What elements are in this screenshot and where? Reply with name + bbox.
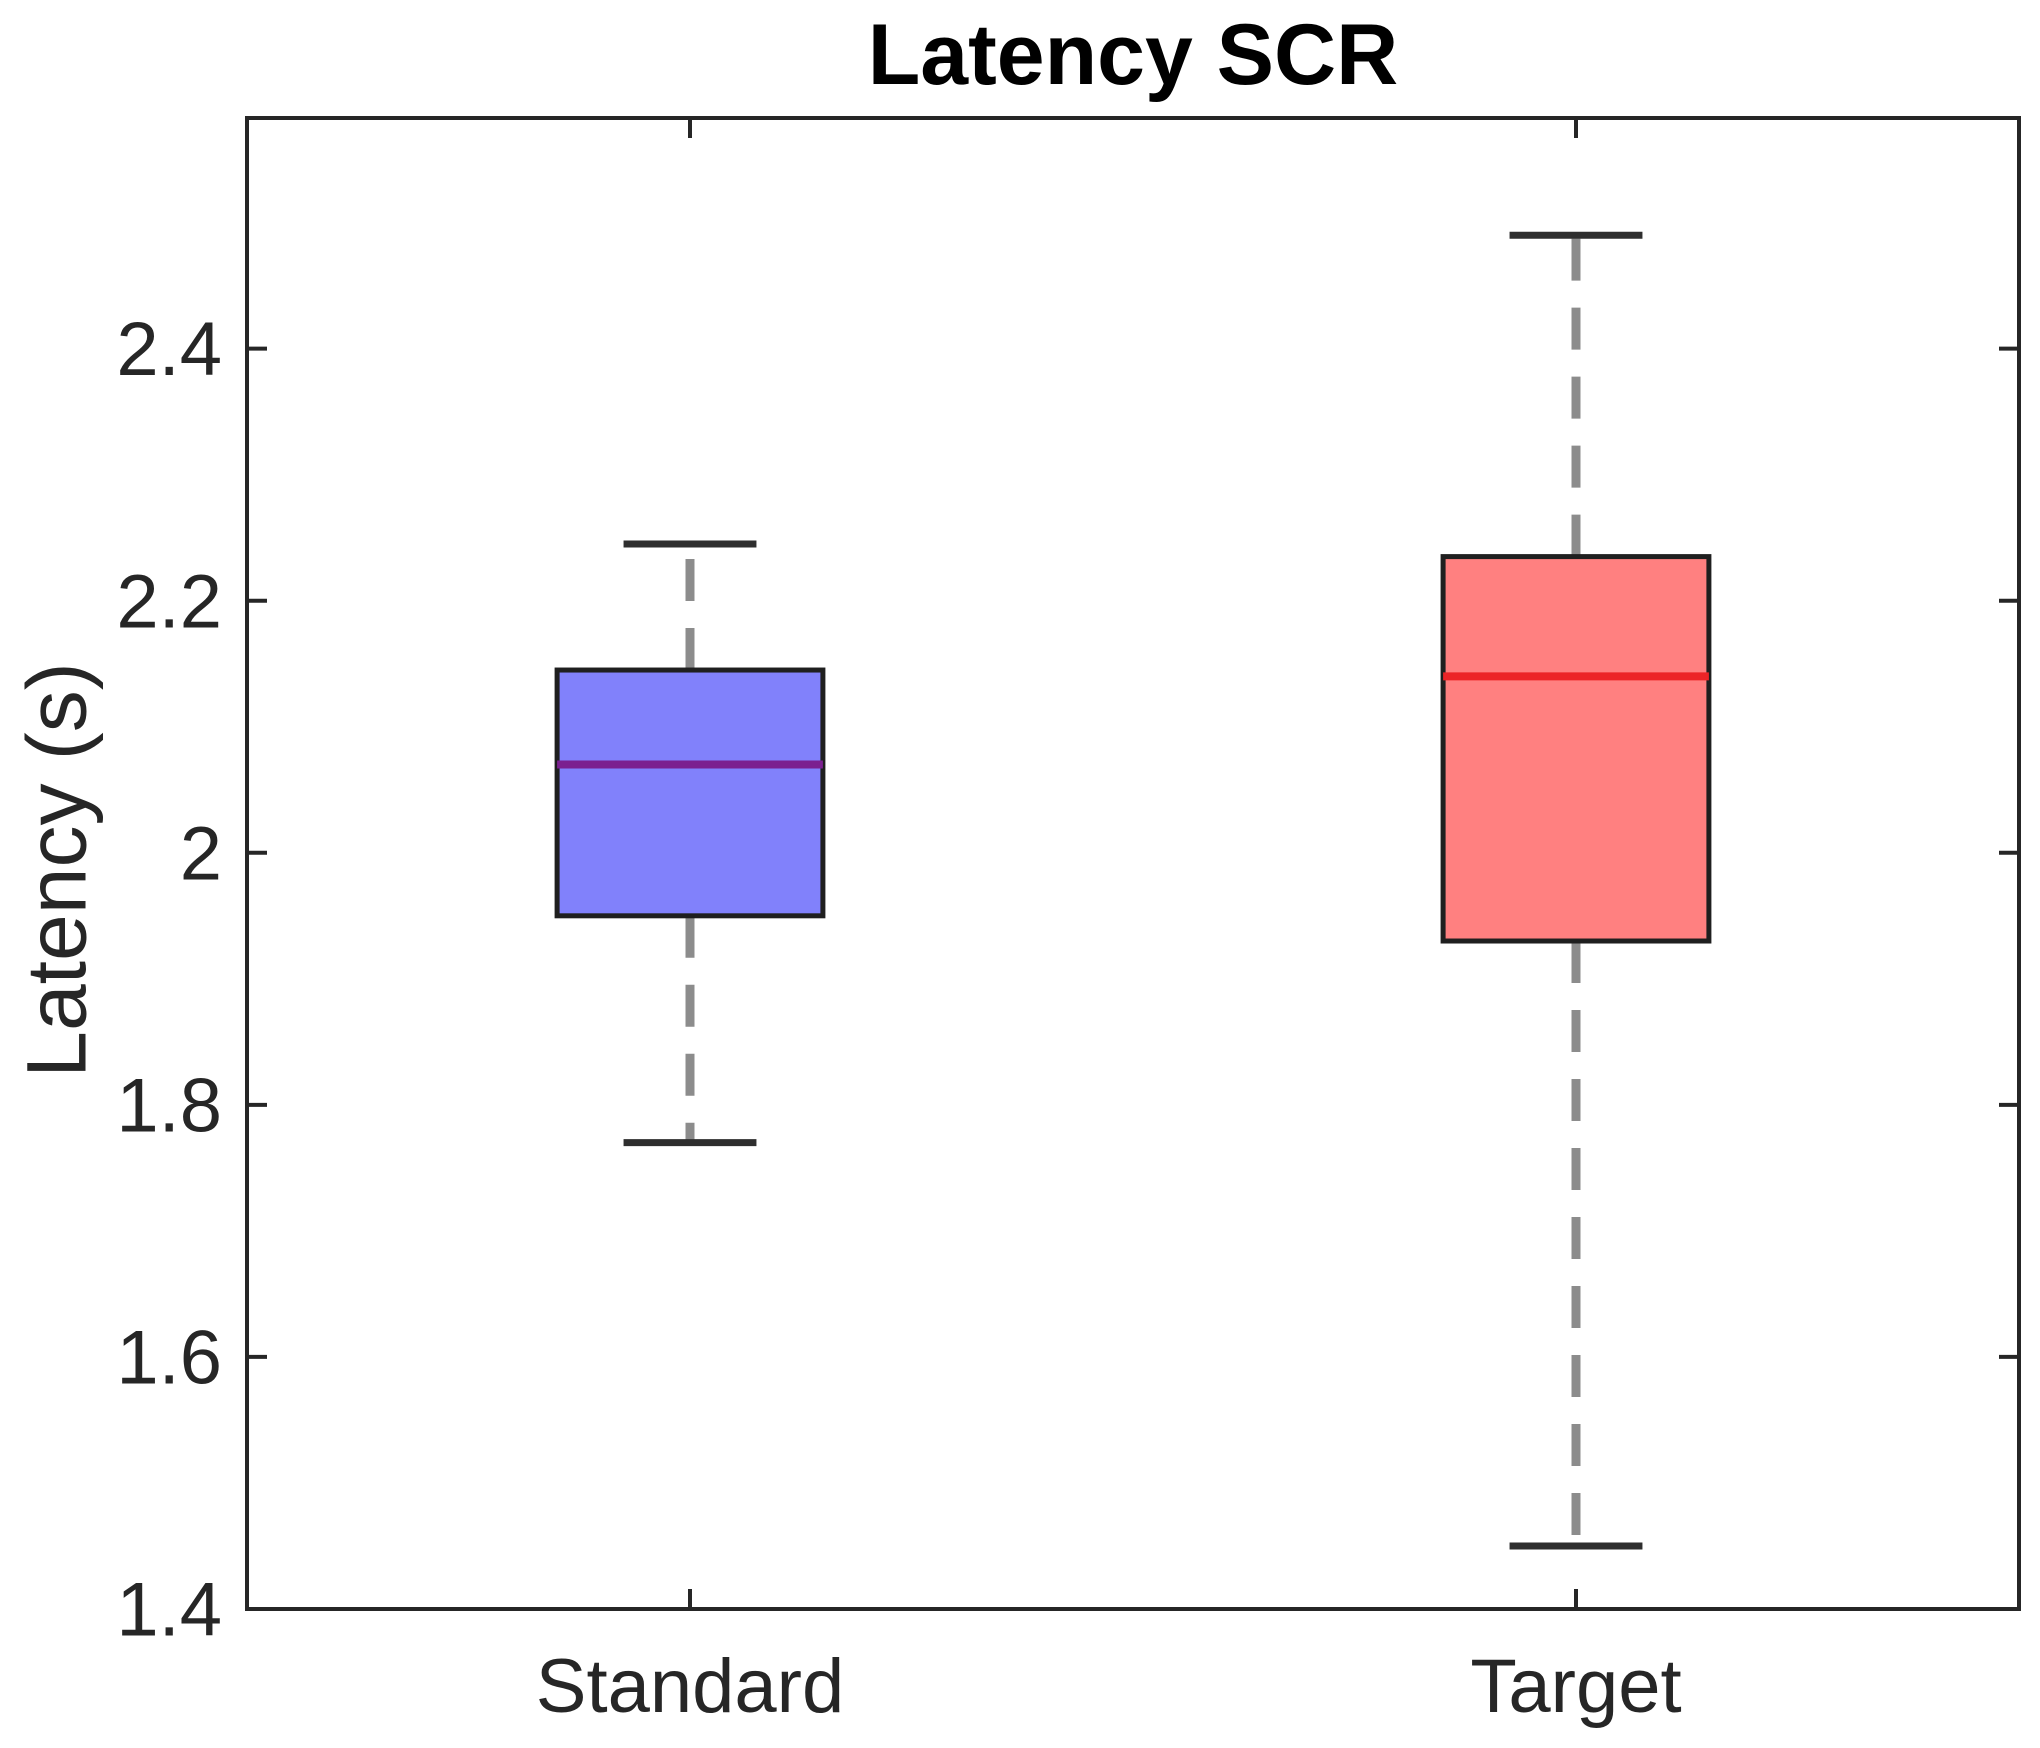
y-tick-label: 1.8 — [116, 1063, 222, 1148]
chart-title: Latency SCR — [867, 7, 1399, 103]
x-category-label: Standard — [536, 1644, 844, 1729]
y-tick-label: 2.4 — [116, 307, 222, 392]
y-tick-label: 2.2 — [116, 559, 222, 644]
y-tick-label: 1.4 — [116, 1568, 222, 1653]
y-tick-label: 2 — [180, 811, 222, 896]
box-target — [1440, 554, 1712, 944]
x-category-label: Target — [1470, 1644, 1681, 1729]
y-tick-label: 1.6 — [116, 1316, 222, 1401]
axes-frame — [245, 116, 2021, 1611]
box-standard — [554, 667, 826, 919]
